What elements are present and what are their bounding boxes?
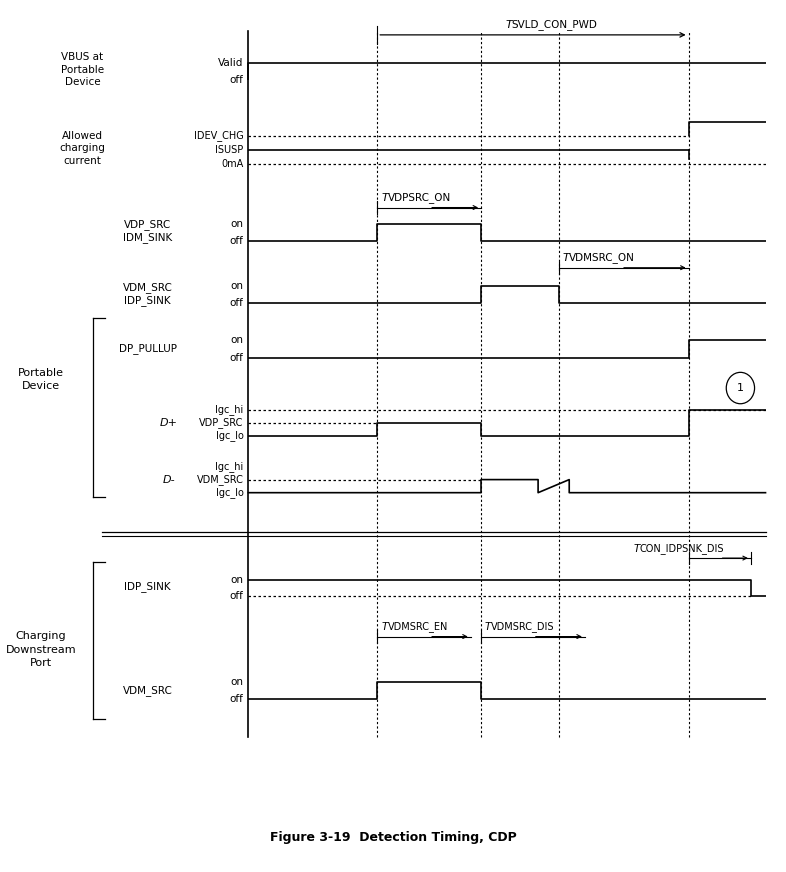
Text: Igc_lo: Igc_lo — [216, 431, 244, 441]
Text: SVLD_CON_PWD: SVLD_CON_PWD — [512, 18, 597, 30]
Text: T: T — [505, 20, 512, 30]
Text: CON_IDPSNK_DIS: CON_IDPSNK_DIS — [639, 542, 724, 554]
Text: off: off — [230, 694, 244, 705]
Text: off: off — [230, 235, 244, 246]
Text: D+: D+ — [160, 418, 178, 428]
Text: Allowed
charging
current: Allowed charging current — [60, 131, 105, 166]
Text: off: off — [230, 352, 244, 363]
Text: Charging
Downstream
Port: Charging Downstream Port — [6, 631, 76, 668]
Text: on: on — [230, 677, 244, 687]
Text: T: T — [381, 623, 387, 632]
Text: on: on — [230, 335, 244, 345]
Text: on: on — [230, 281, 244, 291]
Text: VDMSRC_ON: VDMSRC_ON — [569, 252, 635, 263]
Text: off: off — [230, 297, 244, 308]
Text: Portable
Device: Portable Device — [18, 368, 64, 391]
Text: 0mA: 0mA — [222, 159, 244, 169]
Text: T: T — [485, 623, 491, 632]
Text: off: off — [230, 591, 244, 602]
Text: VDM_SRC: VDM_SRC — [196, 474, 244, 485]
Text: on: on — [230, 219, 244, 229]
Text: VDM_SRC
IDP_SINK: VDM_SRC IDP_SINK — [123, 282, 173, 306]
Text: 1: 1 — [737, 383, 744, 393]
Text: on: on — [230, 575, 244, 585]
Text: Valid: Valid — [219, 58, 244, 68]
Text: VDPSRC_ON: VDPSRC_ON — [387, 192, 450, 203]
Text: Igc_hi: Igc_hi — [215, 461, 244, 472]
Text: T: T — [381, 194, 388, 203]
Text: IDEV_CHG: IDEV_CHG — [194, 131, 244, 141]
Text: VBUS at
Portable
Device: VBUS at Portable Device — [61, 52, 104, 87]
Text: VDMSRC_EN: VDMSRC_EN — [387, 621, 448, 632]
Text: VDM_SRC: VDM_SRC — [123, 685, 173, 696]
Text: T: T — [563, 254, 570, 263]
Text: VDP_SRC
IDM_SINK: VDP_SRC IDM_SINK — [123, 219, 172, 243]
Text: off: off — [230, 75, 244, 85]
Text: ISUSP: ISUSP — [215, 145, 244, 155]
Text: IDP_SINK: IDP_SINK — [124, 582, 171, 592]
Text: T: T — [634, 544, 640, 554]
Text: Figure 3-19  Detection Timing, CDP: Figure 3-19 Detection Timing, CDP — [270, 831, 516, 843]
Text: VDMSRC_DIS: VDMSRC_DIS — [491, 621, 555, 632]
Text: Igc_lo: Igc_lo — [216, 487, 244, 498]
Text: VDP_SRC: VDP_SRC — [200, 418, 244, 428]
Text: Igc_hi: Igc_hi — [215, 405, 244, 415]
Text: D-: D- — [163, 474, 175, 485]
Text: DP_PULLUP: DP_PULLUP — [119, 344, 177, 354]
